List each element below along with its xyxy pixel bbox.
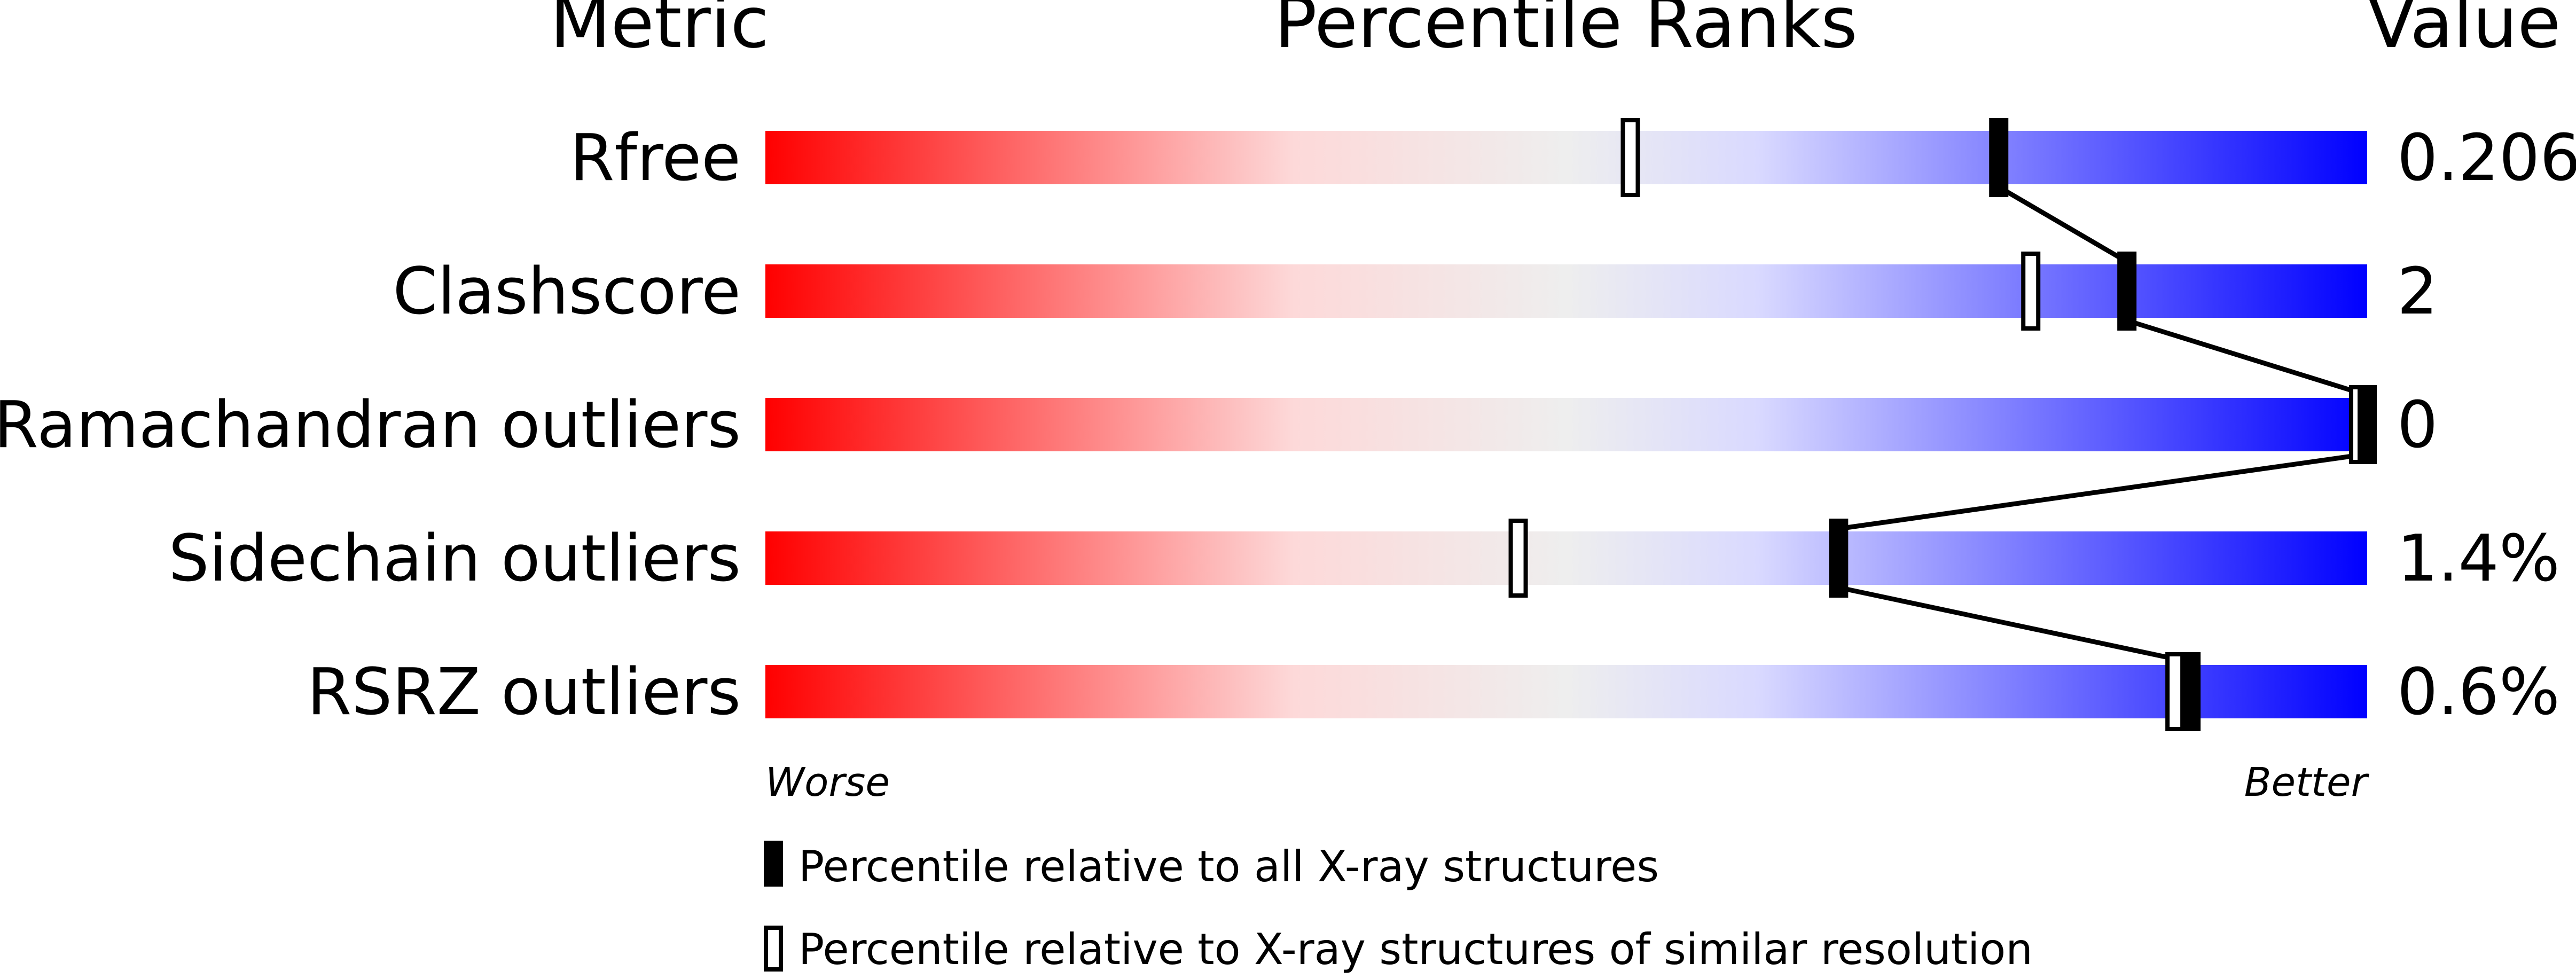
metric-label: Clashscore	[393, 255, 741, 329]
legend-label-all: Percentile relative to all X-ray structu…	[798, 842, 1659, 891]
percentile-bar	[765, 531, 2367, 585]
metric-label: Sidechain outliers	[168, 522, 741, 596]
metric-value: 0.206	[2397, 121, 2576, 195]
connector-line	[1997, 185, 2128, 264]
all-structures-marker	[2358, 385, 2377, 464]
all-structures-marker	[1829, 519, 1849, 598]
metric-label: Ramachandran outliers	[0, 388, 741, 463]
legend-filled-marker	[764, 841, 783, 887]
connector-line	[1838, 451, 2368, 531]
percentile-bar	[765, 398, 2367, 451]
connector-line	[1838, 585, 2192, 665]
metric-label: Rfree	[570, 121, 741, 195]
worse-label: Worse	[765, 759, 890, 805]
percentile-bar	[765, 264, 2367, 318]
metric-label: RSRZ outliers	[307, 655, 741, 730]
percentile-bar	[765, 665, 2367, 718]
similar-resolution-marker	[1620, 118, 1640, 197]
all-structures-marker	[2181, 652, 2201, 731]
similar-resolution-marker	[2021, 252, 2041, 331]
similar-resolution-marker	[2165, 652, 2185, 731]
connector-line	[2126, 318, 2368, 398]
metric-value: 1.4%	[2397, 522, 2560, 596]
header-metric: Metric	[550, 0, 769, 64]
similar-resolution-marker	[1508, 519, 1528, 598]
legend-open-marker	[764, 926, 783, 972]
chart-title: Percentile Ranks	[1274, 0, 1858, 64]
all-structures-marker	[1989, 118, 2009, 197]
metric-value: 2	[2397, 255, 2438, 329]
all-structures-marker	[2117, 252, 2137, 331]
metric-value: 0.6%	[2397, 655, 2560, 730]
header-value: Value	[2367, 0, 2561, 64]
legend-label-similar: Percentile relative to X-ray structures …	[798, 925, 2033, 974]
metric-value: 0	[2397, 388, 2438, 463]
better-label: Better	[2244, 759, 2370, 805]
percentile-bar	[765, 131, 2367, 184]
